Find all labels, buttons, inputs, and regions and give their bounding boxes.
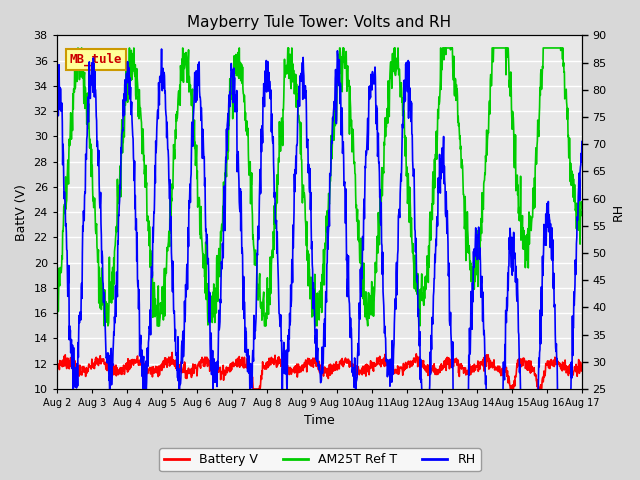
Text: MB_tule: MB_tule xyxy=(70,53,122,66)
Legend: Battery V, AM25T Ref T, RH: Battery V, AM25T Ref T, RH xyxy=(159,448,481,471)
Title: Mayberry Tule Tower: Volts and RH: Mayberry Tule Tower: Volts and RH xyxy=(188,15,451,30)
Y-axis label: RH: RH xyxy=(612,203,625,221)
Y-axis label: BattV (V): BattV (V) xyxy=(15,184,28,240)
X-axis label: Time: Time xyxy=(304,414,335,427)
